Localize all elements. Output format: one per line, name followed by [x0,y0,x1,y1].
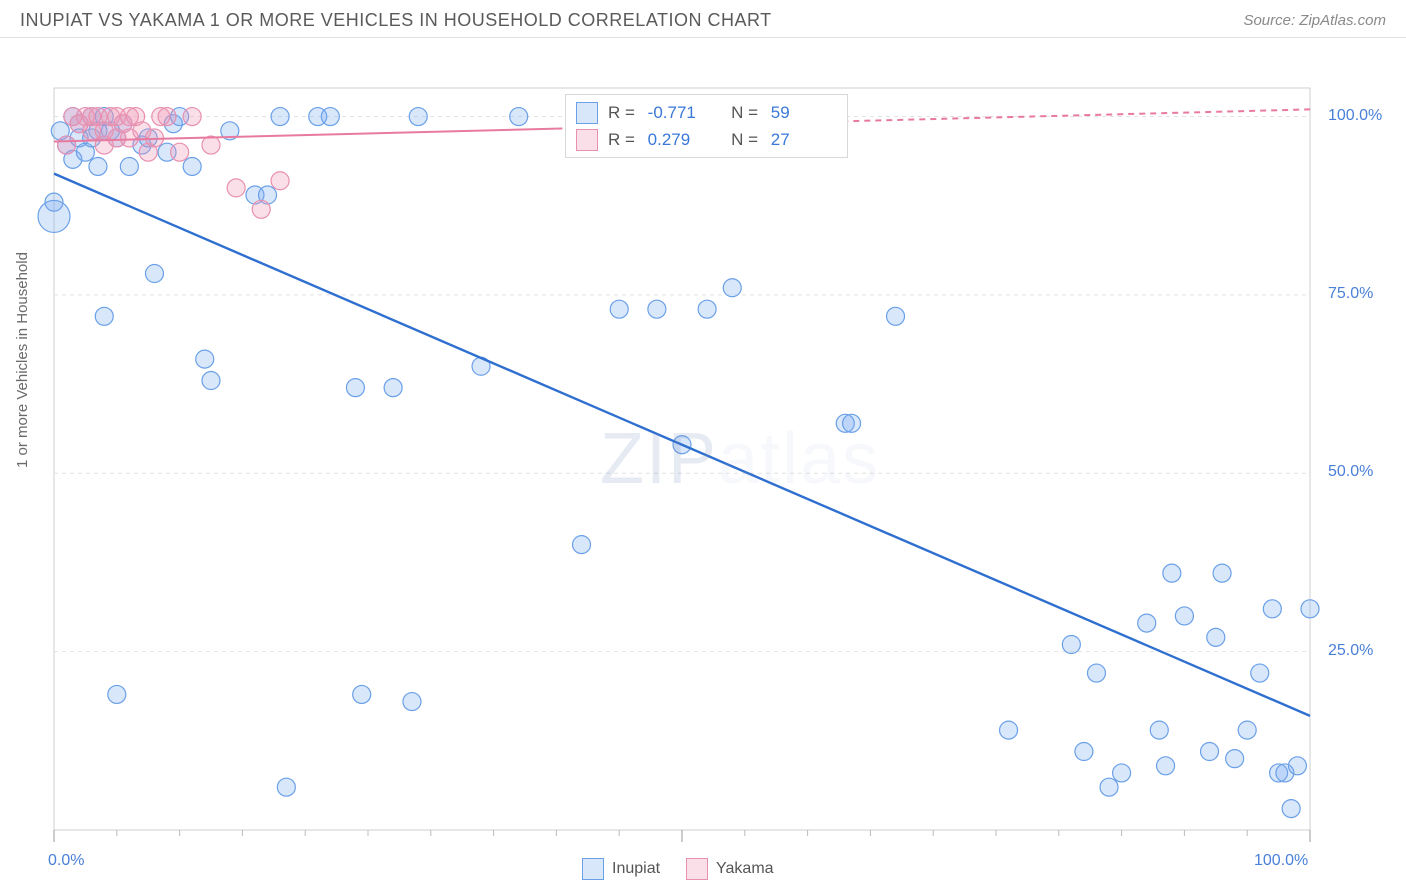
stat-N-label: N = [722,126,763,153]
swatch-icon [576,102,598,124]
y-tick-label: 25.0% [1328,642,1373,660]
header-bar: INUPIAT VS YAKAMA 1 OR MORE VEHICLES IN … [0,0,1406,38]
legend-bottom: Inupiat Yakama [582,858,792,880]
source-label: Source: ZipAtlas.com [1243,12,1386,29]
scatter-plot-svg [0,38,1406,888]
stat-R-value: -0.771 [648,99,714,126]
swatch-icon [576,129,598,151]
x-corner-label-right: 100.0% [1254,852,1308,870]
y-tick-label: 75.0% [1328,285,1373,303]
chart-title: INUPIAT VS YAKAMA 1 OR MORE VEHICLES IN … [20,10,772,31]
y-tick-label: 100.0% [1328,107,1382,125]
stats-legend-box: R = -0.771 N = 59R = 0.279 N = 27 [565,94,848,158]
legend-label: Inupiat [612,860,660,878]
swatch-icon [582,858,604,880]
x-corner-label-left: 0.0% [48,852,84,870]
legend-label: Yakama [716,860,774,878]
stat-N-value: 59 [771,99,837,126]
stat-R-label: R = [608,126,640,153]
chart-area: 1 or more Vehicles in Household ZIPatlas… [0,38,1406,888]
y-tick-label: 50.0% [1328,463,1373,481]
stat-R-value: 0.279 [648,126,714,153]
legend-item-inupiat: Inupiat [582,858,660,880]
stats-row-inupiat: R = -0.771 N = 59 [576,99,837,126]
stat-N-value: 27 [771,126,837,153]
swatch-icon [686,858,708,880]
legend-item-yakama: Yakama [686,858,774,880]
stats-row-yakama: R = 0.279 N = 27 [576,126,837,153]
stat-R-label: R = [608,99,640,126]
stat-N-label: N = [722,99,763,126]
